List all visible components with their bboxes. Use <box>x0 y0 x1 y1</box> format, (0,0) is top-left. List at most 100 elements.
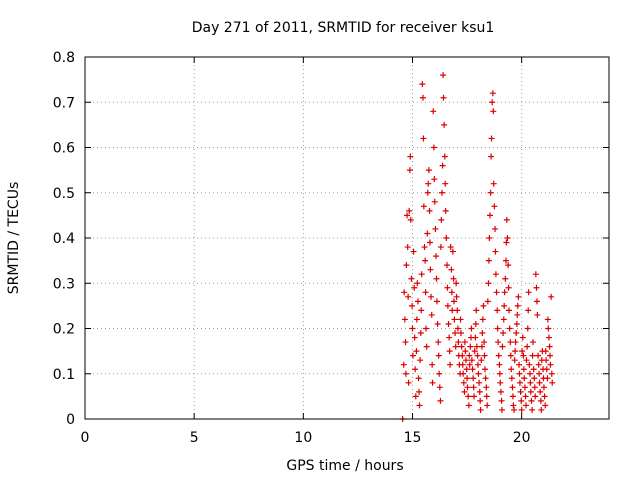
data-point <box>431 198 438 205</box>
data-point <box>524 325 531 332</box>
data-point <box>535 352 542 359</box>
data-point <box>401 316 408 323</box>
data-point <box>406 167 413 174</box>
data-point <box>489 99 496 106</box>
data-point <box>418 307 425 314</box>
data-point <box>453 293 460 300</box>
y-tick-label: 0.4 <box>53 231 75 247</box>
x-tick-label: 10 <box>294 430 312 446</box>
data-point <box>496 370 503 377</box>
data-point <box>507 339 514 346</box>
chart-title: Day 271 of 2011, SRMTID for receiver ksu… <box>192 20 495 36</box>
data-point <box>547 361 554 368</box>
data-point <box>450 275 457 282</box>
data-point <box>461 339 468 346</box>
data-point <box>483 393 490 400</box>
data-point <box>506 325 513 332</box>
data-point <box>529 352 536 359</box>
data-point <box>481 366 488 373</box>
y-tick-label: 0 <box>66 412 75 428</box>
data-point <box>495 352 502 359</box>
data-point <box>454 307 461 314</box>
data-point <box>438 189 445 196</box>
data-point <box>531 384 538 391</box>
data-point <box>505 284 512 291</box>
data-point <box>416 388 423 395</box>
data-point <box>462 357 469 364</box>
data-point <box>524 343 531 350</box>
data-point <box>516 370 523 377</box>
data-point <box>409 302 416 309</box>
data-point <box>525 289 532 296</box>
y-axis-label: SRMTID / TECUs <box>6 182 22 295</box>
data-point <box>468 325 475 332</box>
data-point <box>481 352 488 359</box>
data-point <box>497 379 504 386</box>
data-point <box>490 108 497 115</box>
data-point <box>533 298 540 305</box>
data-point <box>495 339 502 346</box>
data-point <box>412 393 419 400</box>
data-point <box>502 257 509 264</box>
data-point <box>442 207 449 214</box>
data-point <box>526 361 533 368</box>
data-point <box>518 406 525 413</box>
data-point <box>471 393 478 400</box>
data-point <box>413 316 420 323</box>
data-point <box>499 406 506 413</box>
data-point <box>431 176 438 183</box>
data-point <box>426 207 433 214</box>
data-point <box>494 307 501 314</box>
data-point <box>470 384 477 391</box>
data-point <box>423 325 430 332</box>
data-point <box>428 293 435 300</box>
data-point <box>408 275 415 282</box>
data-point <box>448 289 455 296</box>
data-point <box>477 397 484 404</box>
data-point <box>545 334 552 341</box>
data-point <box>508 375 515 382</box>
data-point <box>437 244 444 251</box>
data-point <box>486 235 493 241</box>
data-point <box>521 384 528 391</box>
data-point <box>440 94 447 101</box>
data-point <box>546 343 553 350</box>
data-point <box>441 121 448 128</box>
data-point <box>536 370 543 377</box>
data-points <box>399 72 556 422</box>
data-point <box>404 212 411 219</box>
data-point <box>512 339 519 346</box>
y-tick-label: 0.1 <box>53 367 75 383</box>
data-point <box>494 325 501 332</box>
data-point <box>459 352 466 359</box>
data-point <box>484 298 491 305</box>
y-tick-label: 0.2 <box>53 322 75 338</box>
data-point <box>444 302 451 309</box>
data-point <box>449 248 456 255</box>
data-point <box>457 316 464 323</box>
data-point <box>449 307 456 314</box>
data-point <box>419 81 426 88</box>
data-point <box>482 375 489 382</box>
data-point <box>525 307 532 314</box>
data-point <box>542 348 549 355</box>
data-point <box>464 384 471 391</box>
data-point <box>535 361 542 368</box>
data-point <box>517 388 524 395</box>
data-point <box>468 357 475 364</box>
data-point <box>492 225 499 232</box>
data-point <box>446 348 453 355</box>
data-point <box>433 253 440 260</box>
data-point <box>405 293 412 300</box>
data-point <box>481 339 488 346</box>
data-point <box>548 293 555 300</box>
data-point <box>471 348 478 355</box>
data-point <box>538 406 545 413</box>
data-point <box>409 325 416 332</box>
data-point <box>430 144 437 151</box>
data-point <box>522 393 529 400</box>
data-point <box>425 167 432 174</box>
data-point <box>531 375 538 382</box>
data-point <box>414 298 421 305</box>
